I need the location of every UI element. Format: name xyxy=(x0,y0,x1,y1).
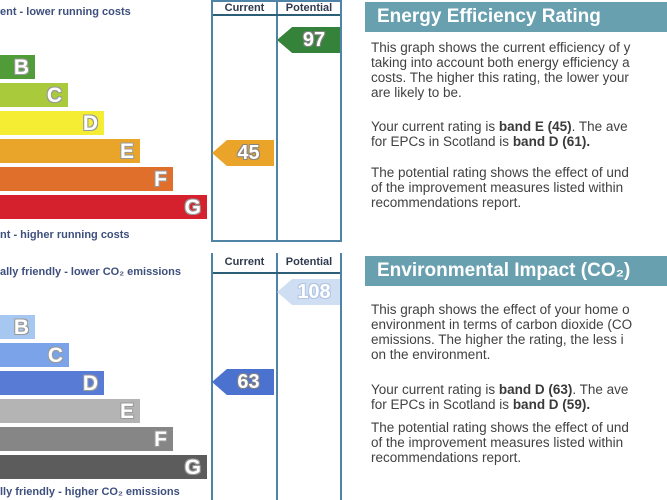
co2-band-e-label: E xyxy=(119,399,134,423)
energy-band-g-label: G xyxy=(184,195,201,219)
energy-band-g-bar: G xyxy=(0,195,207,219)
co2-band-g-label: G xyxy=(184,455,201,479)
energy-chart-bottom-label: nt - higher running costs xyxy=(0,229,130,241)
co2-current-rating-arrow: 63 xyxy=(212,369,274,395)
co2-rating-table: Current Potential xyxy=(211,253,342,500)
energy-current-rating-arrow: 45 xyxy=(212,140,274,166)
co2-chart-bottom-label: lly friendly - higher CO₂ emissions xyxy=(0,486,180,498)
energy-panel-title: Energy Efficiency Rating xyxy=(365,2,667,32)
energy-potential-column-header: Potential xyxy=(285,2,333,14)
co2-band-f-label: F xyxy=(154,427,167,451)
co2-potential-column-header: Potential xyxy=(285,256,333,268)
co2-chart-top-label: ally friendly - lower CO₂ emissions xyxy=(0,266,181,278)
energy-table-header-rule xyxy=(213,14,340,16)
energy-band-c-label: C xyxy=(46,83,62,107)
co2-band-b-bar: B xyxy=(0,315,35,339)
energy-potential-rating-arrow: 97 xyxy=(277,27,340,53)
energy-panel-paragraph-1: This graph shows the current efficiency … xyxy=(371,40,631,100)
energy-chart-top-label: ent - lower running costs xyxy=(0,6,131,18)
energy-band-d-bar: D xyxy=(0,111,104,135)
co2-current-column-header: Current xyxy=(224,256,265,268)
co2-band-d-label: D xyxy=(82,371,98,395)
co2-band-g-bar: G xyxy=(0,455,207,479)
energy-band-b-bar: B xyxy=(0,55,35,79)
energy-band-f-bar: F xyxy=(0,167,173,191)
co2-band-e-bar: E xyxy=(0,399,140,423)
co2-panel-title: Environmental Impact (CO₂) xyxy=(365,256,667,286)
energy-current-column-header: Current xyxy=(224,2,265,14)
co2-band-f-bar: F xyxy=(0,427,173,451)
energy-panel-paragraph-3: The potential rating shows the effect of… xyxy=(371,165,629,210)
energy-band-e-label: E xyxy=(119,139,134,163)
energy-band-c-bar: C xyxy=(0,83,68,107)
energy-band-f-label: F xyxy=(154,167,167,191)
co2-table-column-divider xyxy=(276,253,278,500)
co2-table-header-rule xyxy=(213,272,340,274)
co2-band-b-label: B xyxy=(13,315,29,339)
energy-table-column-divider xyxy=(276,2,278,240)
co2-band-c-bar: C xyxy=(0,343,69,367)
energy-band-e-bar: E xyxy=(0,139,140,163)
co2-panel-paragraph-1: This graph shows the effect of your home… xyxy=(371,302,633,362)
energy-band-d-label: D xyxy=(82,111,98,135)
co2-potential-rating-arrow: 108 xyxy=(277,279,340,305)
co2-panel-paragraph-3: The potential rating shows the effect of… xyxy=(371,420,629,465)
co2-panel-paragraph-2: Your current rating is band D (63). The … xyxy=(371,382,629,412)
energy-panel-paragraph-2: Your current rating is band E (45). The … xyxy=(371,119,628,149)
energy-band-b-label: B xyxy=(13,55,29,79)
co2-band-c-label: C xyxy=(47,343,63,367)
co2-band-d-bar: D xyxy=(0,371,104,395)
energy-rating-table: Current Potential xyxy=(211,0,342,242)
